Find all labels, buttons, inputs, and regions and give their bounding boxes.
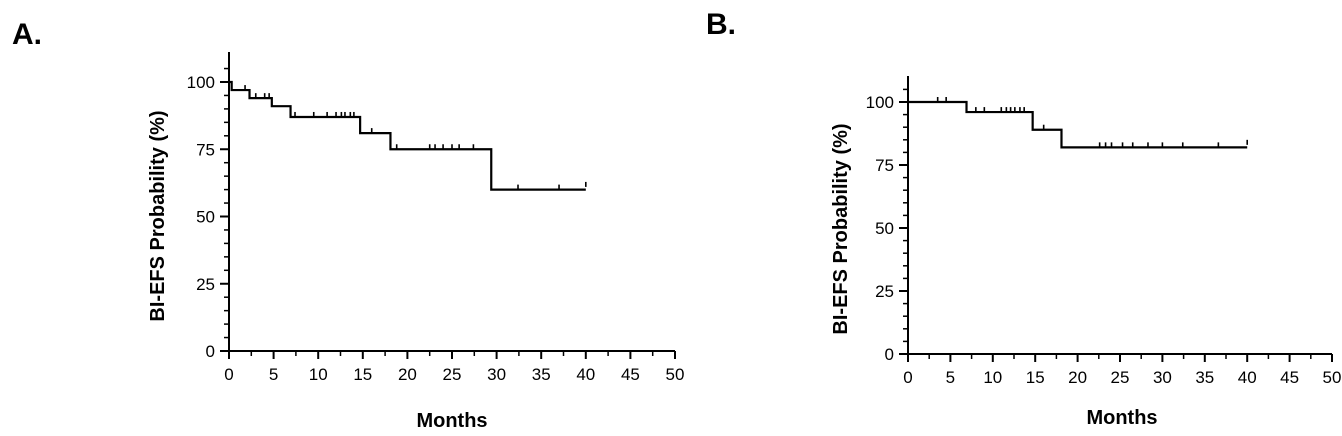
survival-step-line bbox=[229, 80, 586, 191]
x-tick-label: 20 bbox=[398, 365, 417, 384]
x-tick-label: 35 bbox=[1195, 368, 1214, 387]
x-tick-label: 25 bbox=[1111, 368, 1130, 387]
x-tick-label: 30 bbox=[487, 365, 506, 384]
x-tick-label: 5 bbox=[269, 365, 278, 384]
x-tick-label: 15 bbox=[353, 365, 372, 384]
x-tick-label: 40 bbox=[576, 365, 595, 384]
x-tick-label: 15 bbox=[1026, 368, 1045, 387]
y-tick-label: 0 bbox=[206, 342, 215, 361]
x-tick-label: 0 bbox=[903, 368, 912, 387]
x-axis-title: Months bbox=[416, 410, 487, 432]
y-tick-label: 25 bbox=[196, 275, 215, 294]
x-tick-label: 10 bbox=[309, 365, 328, 384]
x-tick-label: 40 bbox=[1238, 368, 1257, 387]
x-tick-label: 20 bbox=[1068, 368, 1087, 387]
y-tick-label: 0 bbox=[885, 345, 894, 364]
x-tick-label: 10 bbox=[983, 368, 1002, 387]
x-tick-label: 50 bbox=[666, 365, 685, 384]
y-tick-label: 50 bbox=[196, 208, 215, 227]
x-tick-label: 35 bbox=[532, 365, 551, 384]
y-axis-title: BI-EFS Probability (%) bbox=[830, 123, 852, 334]
x-tick-label: 25 bbox=[443, 365, 462, 384]
y-tick-label: 75 bbox=[875, 156, 894, 175]
survival-step-line bbox=[908, 100, 1248, 149]
x-axis-title: Months bbox=[1086, 407, 1157, 429]
y-tick-label: 100 bbox=[866, 93, 894, 112]
y-tick-label: 100 bbox=[187, 73, 215, 92]
panel-a-label: A. bbox=[12, 18, 42, 51]
x-tick-label: 45 bbox=[621, 365, 640, 384]
y-tick-label: 75 bbox=[196, 140, 215, 159]
panel-a: A. BI-EFS Probability (%) Months 0 5 10 15 2… bbox=[12, 18, 685, 432]
y-tick-label: 25 bbox=[875, 282, 894, 301]
y-axis-title: BI-EFS Probability (%) bbox=[147, 110, 169, 321]
panel-b-label: B. bbox=[706, 8, 736, 41]
x-tick-label: 0 bbox=[224, 365, 233, 384]
x-tick-label: 50 bbox=[1323, 368, 1342, 387]
panel-b: B. BI-EFS Probability (%) Months 0 5 10 15 2… bbox=[700, 0, 1342, 436]
x-tick-label: 5 bbox=[946, 368, 955, 387]
x-tick-label: 30 bbox=[1153, 368, 1172, 387]
km-chart-a: BI-EFS Probability (%) Months 0 5 10 15 20 25… bbox=[147, 52, 685, 432]
km-chart-b: BI-EFS Probability (%) Months 0 5 10 15 20 25… bbox=[830, 76, 1342, 429]
y-tick-label: 50 bbox=[875, 219, 894, 238]
x-tick-label: 45 bbox=[1280, 368, 1299, 387]
